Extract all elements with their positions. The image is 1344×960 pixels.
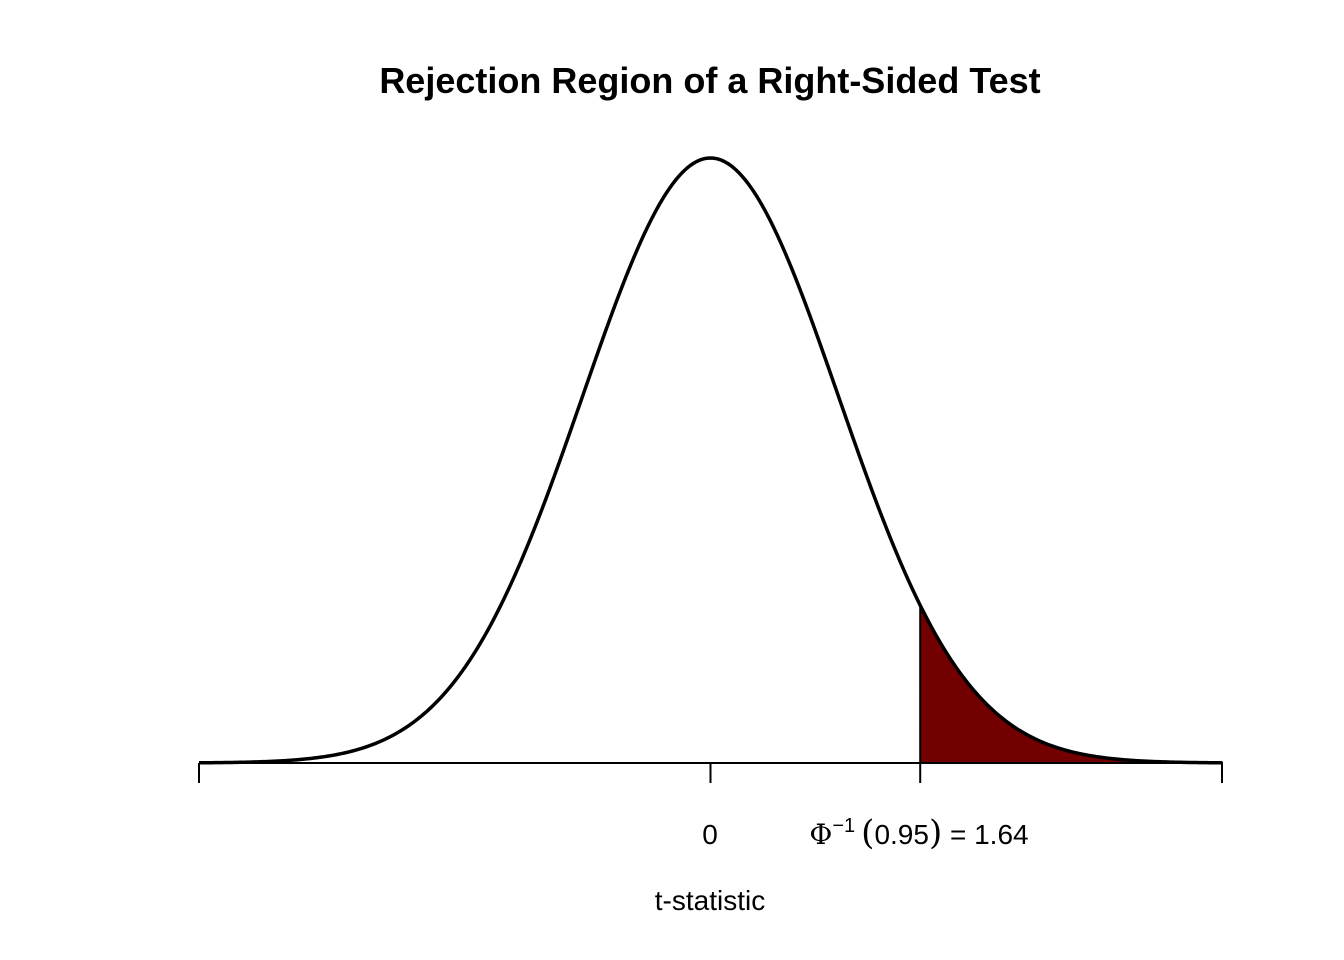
critical-equals-value: = 1.64 [942, 819, 1028, 850]
x-axis-ticks [198, 763, 1223, 783]
x-axis-label: t-statistic [655, 885, 765, 916]
tick-label-zero: 0 [702, 819, 718, 850]
critical-argument: 0.95 [874, 819, 929, 850]
critical-exponent: −1 [832, 815, 855, 837]
critical-value-label: Φ−1 (0.95) = 1.64 [809, 813, 1028, 853]
critical-phi-symbol: Φ [809, 818, 832, 851]
chart-title: Rejection Region of a Right-Sided Test [379, 60, 1040, 101]
critical-open-paren: ( [861, 813, 874, 853]
density-curve-line [198, 156, 1223, 765]
rejection-region-area [919, 604, 1223, 764]
critical-close-paren: ) [929, 813, 942, 853]
